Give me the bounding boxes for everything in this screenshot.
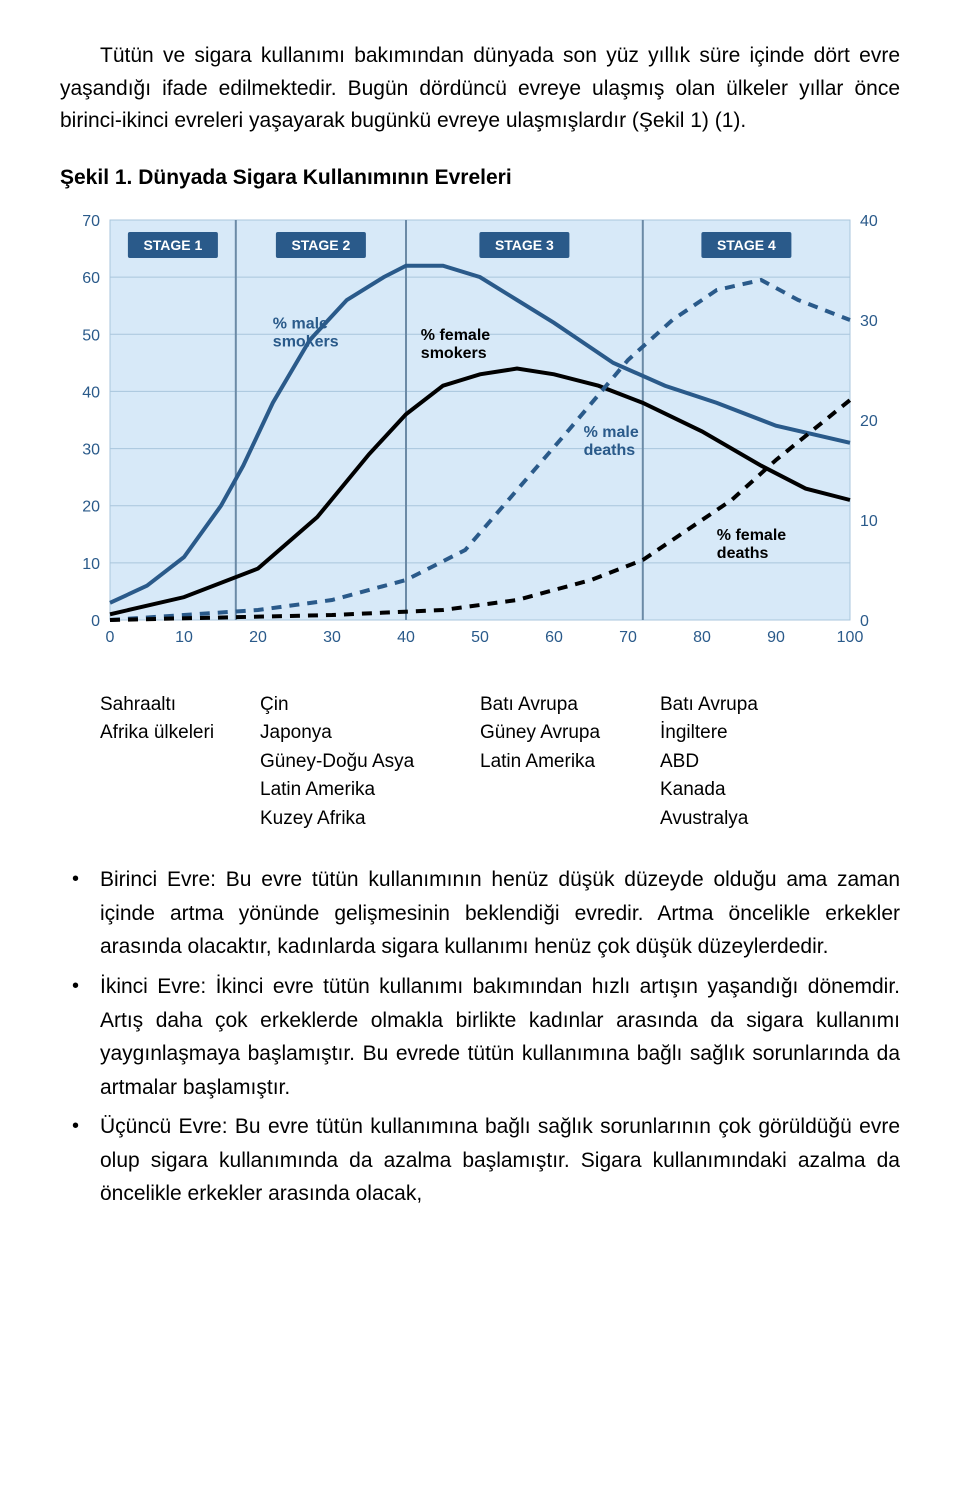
- svg-text:90: 90: [767, 629, 785, 646]
- svg-text:40: 40: [397, 629, 415, 646]
- stage-country: Güney-Doğu Asya: [260, 748, 480, 777]
- svg-text:% female: % female: [717, 527, 786, 544]
- svg-text:0: 0: [860, 613, 869, 630]
- svg-text:smokers: smokers: [421, 345, 487, 362]
- stage-country: Kanada: [660, 776, 840, 805]
- svg-text:60: 60: [545, 629, 563, 646]
- chart-container: STAGE 1 STAGE 2 STAGE 3 STAGE 4 0 10 20 30 40 50 6…: [60, 210, 900, 655]
- svg-text:70: 70: [82, 213, 100, 230]
- figure-title: Şekil 1. Dünyada Sigara Kullanımının Evr…: [60, 166, 900, 190]
- svg-text:STAGE 1: STAGE 1: [143, 237, 202, 253]
- stage-country: Güney Avrupa: [480, 719, 660, 748]
- svg-text:10: 10: [860, 513, 878, 530]
- svg-text:20: 20: [249, 629, 267, 646]
- svg-text:30: 30: [82, 441, 100, 458]
- stage1-col: SahraaltıAfrika ülkeleri: [100, 691, 260, 834]
- stage-country: Çin: [260, 691, 480, 720]
- svg-text:deaths: deaths: [584, 442, 636, 459]
- svg-text:50: 50: [82, 327, 100, 344]
- svg-text:10: 10: [175, 629, 193, 646]
- svg-text:% male: % male: [273, 315, 328, 332]
- stage-country: Japonya: [260, 719, 480, 748]
- svg-text:0: 0: [91, 613, 100, 630]
- svg-text:70: 70: [619, 629, 637, 646]
- stage-country: Avustralya: [660, 805, 840, 834]
- stage-country: Latin Amerika: [260, 776, 480, 805]
- stage-country: Sahraaltı: [100, 691, 260, 720]
- bullet-item: Birinci Evre: Bu evre tütün kullanımının…: [100, 863, 900, 964]
- svg-text:100: 100: [837, 629, 864, 646]
- svg-text:STAGE 4: STAGE 4: [717, 237, 776, 253]
- bullet-item: İkinci Evre: İkinci evre tütün kullanımı…: [100, 970, 900, 1104]
- stage-country: Afrika ülkeleri: [100, 719, 260, 748]
- stage-country: Batı Avrupa: [660, 691, 840, 720]
- stage-bullet-list: Birinci Evre: Bu evre tütün kullanımının…: [60, 863, 900, 1211]
- intro-paragraph: Tütün ve sigara kullanımı bakımından dün…: [60, 40, 900, 138]
- stage-country: Batı Avrupa: [480, 691, 660, 720]
- svg-text:20: 20: [82, 498, 100, 515]
- svg-text:STAGE 3: STAGE 3: [495, 237, 554, 253]
- svg-text:smokers: smokers: [273, 333, 339, 350]
- svg-text:STAGE 2: STAGE 2: [291, 237, 350, 253]
- bullet-item: Üçüncü Evre: Bu evre tütün kullanımına b…: [100, 1110, 900, 1211]
- stage-country: Latin Amerika: [480, 748, 660, 777]
- svg-text:40: 40: [82, 384, 100, 401]
- svg-text:30: 30: [323, 629, 341, 646]
- stage4-col: Batı AvrupaİngiltereABDKanadaAvustralya: [660, 691, 840, 834]
- svg-text:deaths: deaths: [717, 545, 769, 562]
- svg-text:0: 0: [106, 629, 115, 646]
- svg-text:60: 60: [82, 270, 100, 287]
- svg-text:% male: % male: [584, 424, 639, 441]
- stage-countries-table: SahraaltıAfrika ülkeleri ÇinJaponyaGüney…: [100, 691, 860, 834]
- svg-text:50: 50: [471, 629, 489, 646]
- svg-text:40: 40: [860, 213, 878, 230]
- svg-text:30: 30: [860, 313, 878, 330]
- svg-text:20: 20: [860, 413, 878, 430]
- svg-text:80: 80: [693, 629, 711, 646]
- stage-country: Kuzey Afrika: [260, 805, 480, 834]
- svg-text:10: 10: [82, 555, 100, 572]
- stage-country: ABD: [660, 748, 840, 777]
- stage3-col: Batı AvrupaGüney AvrupaLatin Amerika: [480, 691, 660, 834]
- stage2-col: ÇinJaponyaGüney-Doğu AsyaLatin AmerikaKu…: [260, 691, 480, 834]
- svg-text:% female: % female: [421, 327, 490, 344]
- chart-figure: STAGE 1 STAGE 2 STAGE 3 STAGE 4 0 10 20 30 40 50 6…: [60, 210, 900, 650]
- stage-country: İngiltere: [660, 719, 840, 748]
